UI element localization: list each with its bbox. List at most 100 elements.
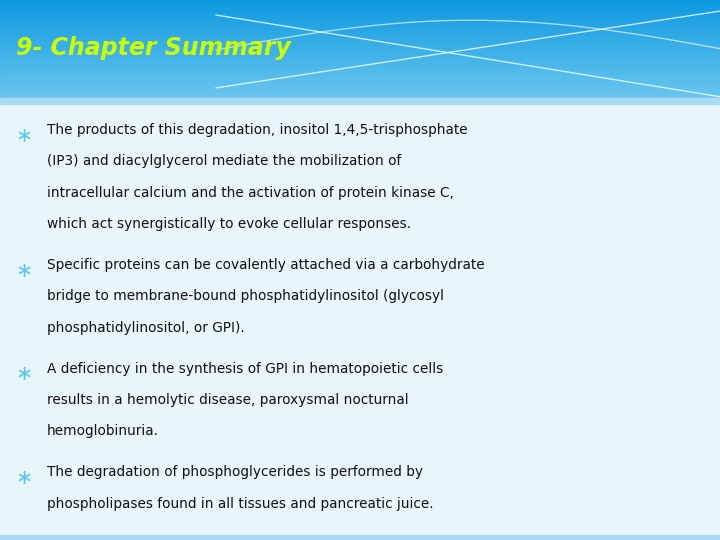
Text: 9- Chapter Summary: 9- Chapter Summary bbox=[16, 36, 291, 60]
Bar bbox=[0, 15, 720, 16]
Text: ∗: ∗ bbox=[16, 126, 33, 146]
Bar bbox=[0, 89, 720, 91]
Bar bbox=[0, 75, 720, 76]
Bar bbox=[0, 77, 720, 79]
Bar bbox=[0, 2, 720, 4]
Bar bbox=[0, 71, 720, 72]
Bar bbox=[0, 35, 720, 36]
Text: ∗: ∗ bbox=[16, 468, 33, 488]
Bar bbox=[0, 44, 720, 46]
Bar bbox=[0, 72, 720, 73]
Bar bbox=[0, 100, 720, 540]
Bar bbox=[0, 16, 720, 17]
Bar bbox=[0, 7, 720, 9]
Bar bbox=[0, 27, 720, 29]
Bar bbox=[0, 12, 720, 14]
Bar bbox=[0, 13, 720, 15]
Bar bbox=[0, 68, 720, 70]
Bar bbox=[0, 91, 720, 92]
Bar bbox=[0, 1, 720, 3]
Bar bbox=[0, 33, 720, 35]
Bar bbox=[0, 96, 720, 97]
Bar bbox=[0, 66, 720, 68]
Text: The products of this degradation, inositol 1,4,5-trisphosphate: The products of this degradation, inosit… bbox=[47, 123, 467, 137]
Text: which act synergistically to evoke cellular responses.: which act synergistically to evoke cellu… bbox=[47, 217, 411, 231]
Bar bbox=[0, 53, 720, 55]
Bar bbox=[0, 80, 720, 83]
Bar bbox=[0, 18, 720, 20]
Bar bbox=[0, 92, 720, 93]
Text: hemoglobinuria.: hemoglobinuria. bbox=[47, 424, 159, 438]
Bar bbox=[0, 10, 720, 11]
Bar bbox=[0, 63, 720, 65]
Bar bbox=[0, 62, 720, 64]
Bar bbox=[0, 83, 720, 85]
Bar bbox=[0, 40, 720, 43]
Bar bbox=[0, 78, 720, 80]
Bar bbox=[0, 57, 720, 59]
Bar bbox=[0, 19, 720, 21]
Text: (IP3) and diacylglycerol mediate the mobilization of: (IP3) and diacylglycerol mediate the mob… bbox=[47, 154, 401, 168]
Text: intracellular calcium and the activation of protein kinase C,: intracellular calcium and the activation… bbox=[47, 186, 454, 200]
Bar bbox=[0, 21, 720, 23]
Bar bbox=[0, 86, 720, 87]
Text: ∗: ∗ bbox=[16, 364, 33, 384]
Bar bbox=[0, 28, 720, 30]
Bar bbox=[0, 22, 720, 24]
Bar bbox=[0, 43, 720, 45]
Bar bbox=[0, 52, 720, 53]
Bar bbox=[0, 38, 720, 40]
Bar bbox=[0, 3, 720, 5]
Bar bbox=[0, 39, 720, 41]
Bar bbox=[0, 73, 720, 75]
Text: A deficiency in the synthesis of GPI in hematopoietic cells: A deficiency in the synthesis of GPI in … bbox=[47, 362, 443, 376]
Bar bbox=[0, 49, 720, 51]
Text: ∗: ∗ bbox=[16, 261, 33, 281]
Bar bbox=[0, 87, 720, 89]
Bar bbox=[0, 29, 720, 31]
Bar bbox=[0, 47, 720, 49]
Bar bbox=[0, 8, 720, 10]
Bar bbox=[0, 11, 720, 12]
Text: results in a hemolytic disease, paroxysmal nocturnal: results in a hemolytic disease, paroxysm… bbox=[47, 393, 408, 407]
Bar bbox=[0, 98, 720, 100]
Text: bridge to membrane-bound phosphatidylinositol (glycosyl: bridge to membrane-bound phosphatidylino… bbox=[47, 289, 444, 303]
Bar bbox=[0, 48, 720, 50]
Text: Specific proteins can be covalently attached via a carbohydrate: Specific proteins can be covalently atta… bbox=[47, 258, 485, 272]
Bar bbox=[0, 76, 720, 77]
Bar bbox=[0, 64, 720, 66]
Bar bbox=[0, 535, 720, 540]
Bar bbox=[0, 79, 720, 81]
Bar bbox=[0, 59, 720, 61]
Bar bbox=[0, 6, 720, 8]
Bar bbox=[0, 46, 720, 48]
Text: phosphatidylinositol, or GPI).: phosphatidylinositol, or GPI). bbox=[47, 321, 245, 335]
Bar bbox=[0, 55, 720, 56]
Bar bbox=[0, 31, 720, 32]
Bar bbox=[0, 17, 720, 19]
Bar bbox=[0, 37, 720, 39]
Text: The degradation of phosphoglycerides is performed by: The degradation of phosphoglycerides is … bbox=[47, 465, 423, 480]
Bar bbox=[0, 98, 720, 104]
Bar bbox=[0, 26, 720, 28]
Bar bbox=[0, 24, 720, 26]
Bar bbox=[0, 4, 720, 6]
Bar bbox=[0, 93, 720, 95]
Bar bbox=[0, 88, 720, 90]
Bar bbox=[0, 32, 720, 33]
Text: phospholipases found in all tissues and pancreatic juice.: phospholipases found in all tissues and … bbox=[47, 497, 433, 511]
Bar bbox=[0, 60, 720, 63]
Bar bbox=[0, 84, 720, 86]
Bar bbox=[0, 51, 720, 52]
Bar bbox=[0, 42, 720, 44]
Bar bbox=[0, 56, 720, 57]
Bar bbox=[0, 36, 720, 37]
Bar bbox=[0, 23, 720, 25]
Bar bbox=[0, 94, 720, 96]
Bar bbox=[0, 97, 720, 99]
Bar bbox=[0, 0, 720, 1]
Bar bbox=[0, 69, 720, 71]
Bar bbox=[0, 67, 720, 69]
Bar bbox=[0, 58, 720, 60]
Bar bbox=[0, 82, 720, 84]
